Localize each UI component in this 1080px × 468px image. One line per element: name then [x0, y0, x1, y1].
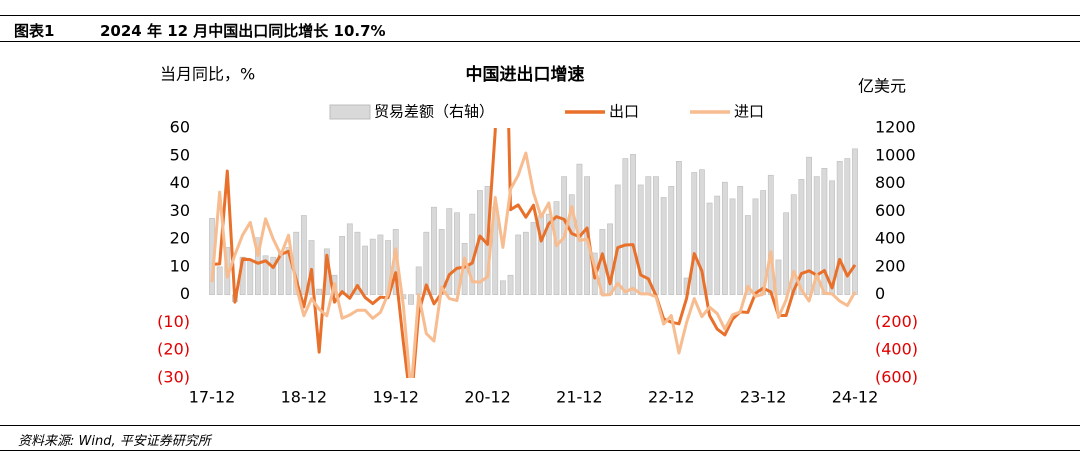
source-text: 资料来源: Wind, 平安证券研究所 — [18, 434, 211, 449]
y2-tick-label: (600) — [875, 368, 918, 387]
bar — [300, 215, 307, 295]
bar — [752, 198, 759, 295]
bar — [614, 184, 621, 295]
x-tick-label: 20-12 — [464, 388, 511, 407]
y2-tick-label: 0 — [875, 284, 885, 303]
bar — [316, 288, 323, 295]
bar — [507, 274, 514, 295]
bar — [630, 154, 636, 295]
y2-tick-label: (200) — [875, 312, 918, 331]
y2-tick-label: 400 — [875, 229, 906, 248]
legend-label: 贸易差额（右轴） — [374, 103, 494, 121]
bar — [813, 176, 820, 295]
source: 资料来源: Wind, 平安证券研究所 — [0, 425, 1080, 451]
bar — [668, 186, 675, 295]
y2-tick-label: (400) — [875, 340, 918, 359]
x-tick-label: 23-12 — [740, 388, 787, 407]
y-tick-label: 60 — [170, 118, 190, 137]
bar — [346, 223, 353, 295]
y-tick-label: (30) — [157, 368, 190, 387]
bar — [676, 161, 682, 295]
bar — [247, 259, 254, 295]
bar — [775, 259, 782, 295]
bar — [522, 231, 529, 295]
y-axis-label: 当月同比，% — [160, 65, 255, 84]
bar — [216, 266, 223, 295]
bar — [530, 222, 537, 295]
y-tick-label: 20 — [170, 229, 190, 248]
x-tick-label: 17-12 — [189, 388, 236, 407]
bar — [431, 206, 437, 295]
plot-area — [209, 128, 858, 378]
bar — [362, 245, 368, 295]
bar — [415, 266, 422, 295]
bar — [798, 179, 805, 295]
bar — [553, 201, 560, 295]
x-tick-label: 24-12 — [832, 388, 879, 407]
y2-axis-label: 亿美元 — [858, 77, 906, 96]
bar — [255, 237, 261, 295]
bar — [515, 234, 522, 295]
bar — [308, 240, 315, 295]
bar — [369, 238, 376, 295]
bar — [721, 181, 728, 295]
x-tick-label: 19-12 — [372, 388, 419, 407]
bar — [744, 215, 751, 295]
y-tick-label: 40 — [170, 173, 190, 192]
legend-label: 进口 — [734, 103, 764, 121]
y2-tick-label: 1200 — [875, 118, 916, 137]
line — [211, 128, 857, 378]
bar — [545, 213, 552, 295]
bar — [262, 255, 269, 295]
bar — [653, 176, 659, 295]
bar — [568, 194, 575, 295]
bar — [446, 208, 453, 295]
line — [210, 151, 857, 378]
bar — [423, 231, 430, 295]
bar — [285, 247, 292, 295]
bar — [377, 234, 384, 295]
y2-tick-label: 600 — [875, 201, 906, 220]
y-tick-label: 10 — [170, 256, 190, 275]
y-tick-label: (10) — [157, 312, 190, 331]
bar — [783, 212, 790, 295]
bar — [737, 186, 744, 295]
bar — [270, 256, 277, 295]
bar — [339, 236, 346, 295]
bar — [714, 195, 721, 295]
x-tick-label: 21-12 — [556, 388, 603, 407]
bar — [806, 156, 812, 295]
bar — [499, 280, 506, 295]
chart-title: 中国进出口增速 — [466, 64, 585, 85]
y-tick-label: 30 — [170, 201, 190, 220]
bar — [622, 158, 629, 295]
bar — [844, 158, 851, 295]
bar — [660, 197, 667, 295]
y-tick-label: 50 — [170, 145, 190, 164]
y2-tick-label: 1000 — [875, 145, 916, 164]
y2-tick-label: 200 — [875, 256, 906, 275]
x-tick-label: 22-12 — [648, 388, 695, 407]
bar — [408, 294, 414, 305]
figure-title: 2024 年 12 月中国出口同比增长 10.7% — [100, 22, 386, 40]
bar — [691, 172, 698, 295]
bar — [729, 198, 736, 295]
bar — [438, 229, 445, 295]
bar — [637, 184, 644, 295]
legend-label: 出口 — [609, 103, 639, 121]
bar — [852, 148, 858, 295]
header: 图表1 2024 年 12 月中国出口同比增长 10.7% — [0, 15, 1080, 42]
bar — [836, 161, 843, 295]
y-tick-label: 0 — [180, 284, 190, 303]
y-tick-label: (20) — [157, 340, 190, 359]
bar — [354, 231, 361, 295]
x-tick-label: 18-12 — [281, 388, 328, 407]
y2-tick-label: 800 — [875, 173, 906, 192]
legend-swatch — [329, 104, 371, 120]
bar — [699, 169, 705, 295]
bar — [706, 202, 713, 295]
figure-label: 图表1 — [14, 22, 55, 40]
